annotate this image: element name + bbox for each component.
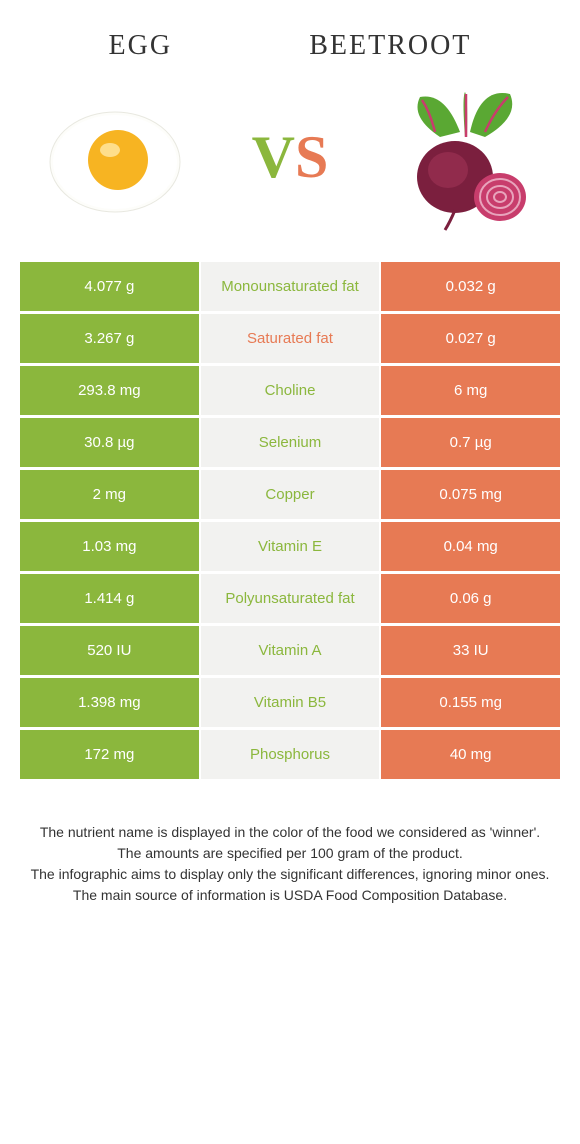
nutrient-label-cell: Monounsaturated fat: [201, 262, 380, 311]
left-value-cell: 4.077 g: [20, 262, 199, 311]
nutrient-label-cell: Copper: [201, 470, 380, 519]
nutrient-label-cell: Phosphorus: [201, 730, 380, 779]
left-value-cell: 1.414 g: [20, 574, 199, 623]
nutrient-label-cell: Saturated fat: [201, 314, 380, 363]
header: Egg Beetroot: [0, 0, 580, 72]
nutrient-label-cell: Choline: [201, 366, 380, 415]
table-row: 30.8 µgSelenium0.7 µg: [20, 418, 560, 467]
right-value-cell: 0.04 mg: [381, 522, 560, 571]
beetroot-icon: [390, 82, 540, 232]
nutrient-label-cell: Selenium: [201, 418, 380, 467]
right-value-cell: 33 IU: [381, 626, 560, 675]
footer-line: The infographic aims to display only the…: [30, 864, 550, 885]
table-row: 1.03 mgVitamin E0.04 mg: [20, 522, 560, 571]
right-value-cell: 0.032 g: [381, 262, 560, 311]
right-value-cell: 0.075 mg: [381, 470, 560, 519]
left-value-cell: 520 IU: [20, 626, 199, 675]
egg-image: [30, 82, 200, 232]
nutrient-label-cell: Vitamin A: [201, 626, 380, 675]
images-row: VS: [0, 72, 580, 262]
table-row: 1.414 gPolyunsaturated fat0.06 g: [20, 574, 560, 623]
right-value-cell: 6 mg: [381, 366, 560, 415]
vs-s-letter: S: [295, 123, 328, 192]
table-row: 2 mgCopper0.075 mg: [20, 470, 560, 519]
egg-icon: [40, 92, 190, 222]
footer-line: The nutrient name is displayed in the co…: [30, 822, 550, 843]
left-value-cell: 172 mg: [20, 730, 199, 779]
left-value-cell: 2 mg: [20, 470, 199, 519]
left-food-title: Egg: [109, 30, 173, 62]
nutrient-label-cell: Vitamin B5: [201, 678, 380, 727]
nutrient-table: 4.077 gMonounsaturated fat0.032 g3.267 g…: [20, 262, 560, 779]
footer-line: The main source of information is USDA F…: [30, 885, 550, 906]
vs-label: VS: [252, 123, 329, 192]
right-value-cell: 0.155 mg: [381, 678, 560, 727]
table-row: 1.398 mgVitamin B50.155 mg: [20, 678, 560, 727]
nutrient-label-cell: Polyunsaturated fat: [201, 574, 380, 623]
table-row: 520 IUVitamin A33 IU: [20, 626, 560, 675]
right-food-title: Beetroot: [309, 30, 471, 62]
vs-v-letter: V: [252, 123, 295, 192]
footer-line: The amounts are specified per 100 gram o…: [30, 843, 550, 864]
right-value-cell: 0.06 g: [381, 574, 560, 623]
right-value-cell: 40 mg: [381, 730, 560, 779]
right-value-cell: 0.027 g: [381, 314, 560, 363]
table-row: 3.267 gSaturated fat0.027 g: [20, 314, 560, 363]
footer-notes: The nutrient name is displayed in the co…: [0, 782, 580, 936]
right-value-cell: 0.7 µg: [381, 418, 560, 467]
left-value-cell: 293.8 mg: [20, 366, 199, 415]
nutrient-label-cell: Vitamin E: [201, 522, 380, 571]
left-value-cell: 3.267 g: [20, 314, 199, 363]
left-value-cell: 30.8 µg: [20, 418, 199, 467]
left-value-cell: 1.398 mg: [20, 678, 199, 727]
table-row: 4.077 gMonounsaturated fat0.032 g: [20, 262, 560, 311]
table-row: 293.8 mgCholine6 mg: [20, 366, 560, 415]
left-value-cell: 1.03 mg: [20, 522, 199, 571]
beetroot-image: [380, 82, 550, 232]
table-row: 172 mgPhosphorus40 mg: [20, 730, 560, 779]
